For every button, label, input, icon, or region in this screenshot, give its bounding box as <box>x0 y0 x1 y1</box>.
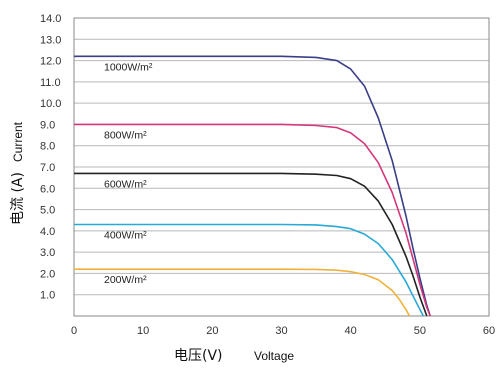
y-axis-title-zh: 电流 (A) <box>10 172 26 225</box>
series-label: 400W/m² <box>104 229 147 241</box>
y-tick-label: 7.0 <box>40 162 55 174</box>
x-tick-labels: 0 10 20 30 40 50 60 <box>71 325 495 337</box>
y-tick-label: 10.0 <box>40 98 61 110</box>
x-tick-label: 20 <box>206 325 218 337</box>
y-tick-label: 14.0 <box>40 13 61 25</box>
y-tick-label: 12.0 <box>40 56 61 68</box>
series-label: 600W/m² <box>104 178 147 190</box>
series-line <box>74 223 425 317</box>
series-labels: 1000W/m² 800W/m² 600W/m² 400W/m² 200W/m² <box>104 61 153 286</box>
x-tick-label: 30 <box>275 325 287 337</box>
series-label: 200W/m² <box>104 274 147 286</box>
x-axis-title-en: Voltage <box>254 349 294 363</box>
x-tick-label: 0 <box>71 325 77 337</box>
grid-lines <box>74 17 489 296</box>
y-tick-labels: 1.0 2.0 3.0 4.0 5.0 6.0 7.0 8.0 9.0 10.0 11.0 12.0 1… <box>40 13 61 302</box>
series-label: 1000W/m² <box>104 61 153 73</box>
y-tick-label: 6.0 <box>40 183 55 195</box>
x-tick-label: 40 <box>345 325 357 337</box>
series-line <box>74 55 431 317</box>
y-tick-label: 2.0 <box>40 268 55 280</box>
x-tick-label: 10 <box>137 325 149 337</box>
x-tick-label: 60 <box>483 325 495 337</box>
series-line <box>74 123 431 317</box>
y-tick-label: 4.0 <box>40 226 55 238</box>
y-axis-title-en: Current <box>11 121 25 162</box>
y-tick-label: 13.0 <box>40 34 61 46</box>
plot-frame <box>73 17 490 317</box>
y-tick-label: 8.0 <box>40 141 55 153</box>
y-tick-label: 3.0 <box>40 247 55 259</box>
y-tick-label: 9.0 <box>40 119 55 131</box>
y-axis-title: 电流 (A) Current <box>10 121 26 225</box>
y-tick-label: 5.0 <box>40 205 55 217</box>
series-line <box>74 172 428 317</box>
x-tick-label: 50 <box>414 325 426 337</box>
y-tick-label: 11.0 <box>40 77 61 89</box>
series-line <box>74 268 411 317</box>
series-layer <box>74 55 431 317</box>
y-tick-label: 1.0 <box>40 290 55 302</box>
x-axis-title-zh: 电压(V) <box>174 348 223 364</box>
series-label: 800W/m² <box>104 129 147 141</box>
